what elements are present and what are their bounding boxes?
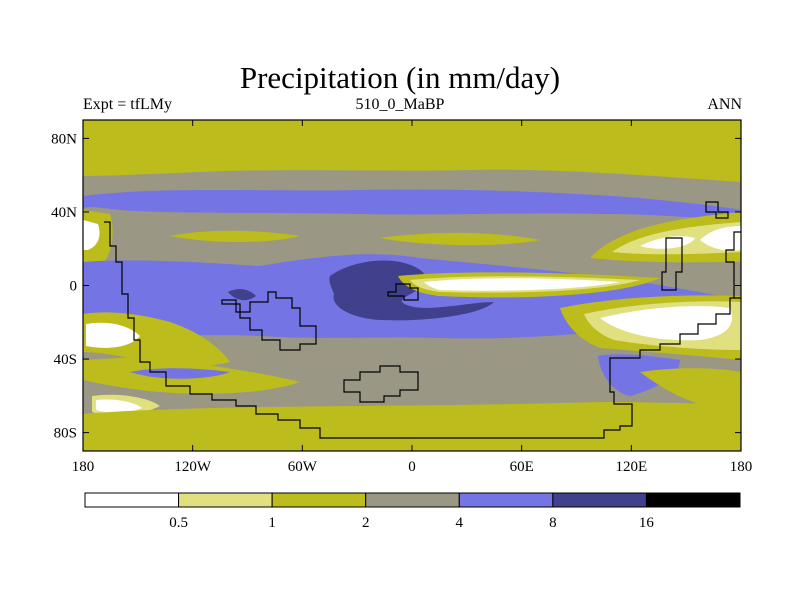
axis-ticks: 180 120W 60W 0 60E 120E 180 80N 40N 0 40S 80S (51, 120, 752, 475)
laurentia-outline (221, 291, 317, 351)
colorbar-swatch (458, 492, 554, 508)
contour-band-0-0.5 (640, 236, 695, 249)
y-tick-label: 0 (70, 279, 78, 295)
colorbar-level-label: 2 (362, 515, 370, 531)
contour-band-0-0.5 (424, 278, 620, 291)
contour-band-0-0.5 (700, 226, 741, 251)
x-tick-label: 120E (615, 459, 647, 475)
x-tick-label: 180 (72, 459, 95, 475)
x-tick-label: 180 (730, 459, 753, 475)
contour-band-8-16 (329, 260, 494, 321)
colorbar-swatch (84, 492, 180, 508)
x-tick-label: 120W (174, 459, 212, 475)
contour-band-4-8 (83, 189, 741, 222)
colorbar-level-label: 4 (456, 515, 464, 531)
y-tick-label: 40N (51, 205, 77, 221)
north-china-outline (661, 237, 683, 291)
colorbar: 0.5 1 2 4 8 16 (84, 492, 741, 531)
gondwana-outline (104, 221, 741, 439)
time-label: 510_0_MaBP (355, 96, 445, 113)
contour-band-1-2 (640, 368, 741, 410)
colorbar-level-label: 1 (268, 515, 276, 531)
inner-landmass-outline (343, 365, 419, 403)
baltica-outline (387, 283, 419, 301)
colorbar-swatch (178, 492, 273, 508)
siberia-fragment-outline (705, 201, 729, 219)
contour-band-0-0.5 (86, 322, 140, 348)
continent-outlines (104, 201, 741, 439)
chart-title: Precipitation (in mm/day) (239, 60, 561, 95)
colorbar-swatch (552, 492, 647, 508)
x-tick-label: 60W (288, 459, 318, 475)
colorbar-level-label: 0.5 (169, 515, 188, 531)
contour-band-0-0.5 (83, 220, 100, 250)
contour-band-1-2 (83, 120, 741, 182)
y-tick-label: 80S (54, 426, 77, 442)
contour-field (83, 120, 741, 451)
contour-band-0-0.5 (600, 306, 733, 341)
colorbar-level-label: 16 (639, 515, 655, 531)
contour-band-1-2 (83, 120, 741, 134)
y-tick-label: 40S (54, 352, 77, 368)
x-tick-label: 0 (408, 459, 416, 475)
contour-band-4-8 (130, 368, 230, 379)
east-edge-outline (725, 231, 741, 298)
y-tick-label: 80N (51, 131, 77, 147)
contour-band-4-8 (598, 354, 680, 396)
colorbar-swatch (645, 492, 741, 508)
colorbar-swatch (365, 492, 460, 508)
season-label: ANN (707, 96, 742, 113)
experiment-label: Expt = tfLMy (83, 96, 173, 113)
contour-band-0-0.5 (96, 399, 142, 413)
contour-band-8-16 (228, 289, 256, 301)
contour-band-1-2 (170, 230, 300, 242)
contour-band-1-2 (380, 232, 540, 246)
colorbar-swatch (271, 492, 367, 508)
x-tick-label: 60E (510, 459, 534, 475)
colorbar-level-label: 8 (549, 515, 557, 531)
